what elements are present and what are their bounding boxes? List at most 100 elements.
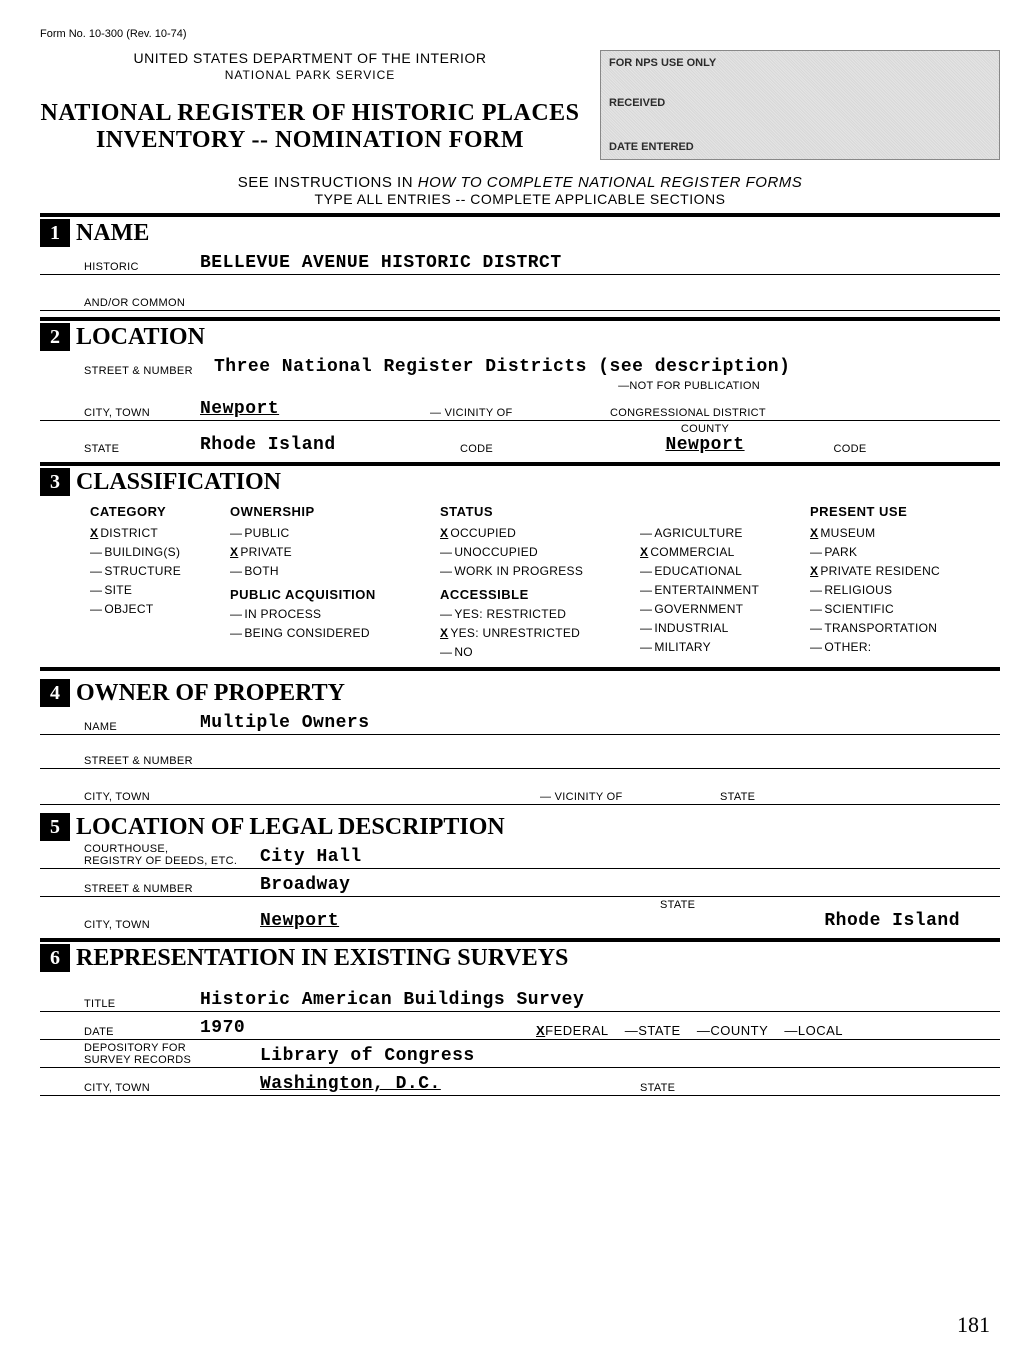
survey-options: XFEDERAL STATE COUNTY LOCAL bbox=[530, 1023, 849, 1038]
instr-2: TYPE ALL ENTRIES -- COMPLETE APPLICABLE … bbox=[40, 191, 1000, 207]
depository-label: DEPOSITORY FORSURVEY RECORDS bbox=[40, 1042, 260, 1066]
opt-state: STATE bbox=[625, 1023, 681, 1038]
owner-name-value: Multiple Owners bbox=[200, 713, 370, 733]
instr-1b: HOW TO COMPLETE NATIONAL REGISTER FORMS bbox=[418, 174, 803, 191]
presentuse-header: PRESENT USE bbox=[810, 504, 980, 519]
status-occupied: OCCUPIED bbox=[440, 526, 630, 540]
owner-city-label: CITY, TOWN bbox=[40, 791, 200, 803]
state-value: Rhode Island bbox=[200, 435, 460, 455]
common-label: AND/OR COMMON bbox=[40, 297, 200, 309]
legal-state-value: Rhode Island bbox=[660, 911, 1000, 931]
code2-label: CODE bbox=[800, 443, 900, 455]
category-object: OBJECT bbox=[90, 602, 220, 616]
owner-vicinity: — VICINITY OF bbox=[540, 791, 720, 803]
section-4-num: 4 bbox=[40, 679, 70, 707]
legal-state-label: STATE bbox=[660, 899, 1000, 911]
survey-title-value: Historic American Buildings Survey bbox=[200, 990, 584, 1010]
classification-grid: CATEGORY DISTRICT BUILDING(S) STRUCTURE … bbox=[40, 496, 1000, 671]
section-2-num: 2 bbox=[40, 323, 70, 351]
survey-title-label: TITLE bbox=[40, 998, 200, 1010]
status-header: STATUS bbox=[440, 504, 630, 519]
city-label: CITY, TOWN bbox=[40, 407, 200, 419]
instructions: SEE INSTRUCTIONS IN HOW TO COMPLETE NATI… bbox=[40, 174, 1000, 207]
section-2-title: LOCATION bbox=[76, 324, 205, 351]
status-unoccupied: UNOCCUPIED bbox=[440, 545, 630, 559]
nps-use-only-label: FOR NPS USE ONLY bbox=[609, 57, 716, 69]
access-restricted: YES: RESTRICTED bbox=[440, 607, 630, 621]
legal-city-label: CITY, TOWN bbox=[40, 919, 260, 931]
pubacq-considered: BEING CONSIDERED bbox=[230, 626, 430, 640]
use-other: OTHER: bbox=[810, 640, 980, 654]
access-unrestricted: YES: UNRESTRICTED bbox=[440, 626, 630, 640]
date-entered-label: DATE ENTERED bbox=[609, 141, 694, 153]
section-5-num: 5 bbox=[40, 813, 70, 841]
county-value: Newport bbox=[610, 435, 800, 455]
page-number: 181 bbox=[957, 1312, 990, 1338]
survey-date-label: DATE bbox=[40, 1026, 200, 1038]
street-value: Three National Register Districts (see d… bbox=[214, 357, 790, 377]
section-4-header: 4 OWNER OF PROPERTY bbox=[40, 677, 1000, 707]
not-for-publication: —NOT FOR PUBLICATION bbox=[618, 380, 760, 392]
nps-use-box: FOR NPS USE ONLY RECEIVED DATE ENTERED bbox=[600, 50, 1000, 160]
category-district: DISTRICT bbox=[90, 526, 220, 540]
department-line: UNITED STATES DEPARTMENT OF THE INTERIOR bbox=[40, 50, 580, 66]
section-6-title: REPRESENTATION IN EXISTING SURVEYS bbox=[76, 945, 568, 972]
status-wip: WORK IN PROGRESS bbox=[440, 564, 630, 578]
header-left: UNITED STATES DEPARTMENT OF THE INTERIOR… bbox=[40, 50, 580, 154]
city-value: Newport bbox=[200, 399, 430, 419]
section-6-header: 6 REPRESENTATION IN EXISTING SURVEYS bbox=[40, 938, 1000, 972]
use-scientific: SCIENTIFIC bbox=[810, 602, 980, 616]
opt-county: COUNTY bbox=[697, 1023, 768, 1038]
legal-city-value: Newport bbox=[260, 911, 660, 931]
form-number: Form No. 10-300 (Rev. 10-74) bbox=[40, 28, 1000, 40]
nps-line: NATIONAL PARK SERVICE bbox=[40, 68, 580, 82]
owner-state-label: STATE bbox=[720, 791, 755, 803]
survey-date-value: 1970 bbox=[200, 1018, 530, 1038]
main-title-1: NATIONAL REGISTER OF HISTORIC PLACES bbox=[40, 100, 580, 127]
section-1-title: NAME bbox=[76, 220, 149, 247]
use-government: GOVERNMENT bbox=[640, 602, 800, 616]
courthouse-label: COURTHOUSE,REGISTRY OF DEEDS, ETC. bbox=[40, 843, 260, 867]
use-educational: EDUCATIONAL bbox=[640, 564, 800, 578]
owner-name-label: NAME bbox=[40, 721, 200, 733]
owner-street-label: STREET & NUMBER bbox=[40, 755, 200, 767]
category-buildings: BUILDING(S) bbox=[90, 545, 220, 559]
pubacq-header: PUBLIC ACQUISITION bbox=[230, 587, 430, 602]
category-structure: STRUCTURE bbox=[90, 564, 220, 578]
section-5-title: LOCATION OF LEGAL DESCRIPTION bbox=[76, 814, 505, 841]
street-label: STREET & NUMBER bbox=[84, 365, 214, 377]
survey-state-label: STATE bbox=[640, 1082, 675, 1094]
use-entertainment: ENTERTAINMENT bbox=[640, 583, 800, 597]
legal-street-value: Broadway bbox=[260, 875, 350, 895]
ownership-private: PRIVATE bbox=[230, 545, 430, 559]
use-commercial: COMMERCIAL bbox=[640, 545, 800, 559]
code-label: CODE bbox=[460, 443, 610, 455]
section-4-title: OWNER OF PROPERTY bbox=[76, 680, 345, 707]
legal-street-label: STREET & NUMBER bbox=[40, 883, 260, 895]
section-3-title: CLASSIFICATION bbox=[76, 469, 281, 496]
historic-label: HISTORIC bbox=[40, 261, 200, 273]
section-1-header: 1 NAME bbox=[40, 213, 1000, 247]
ownership-public: PUBLIC bbox=[230, 526, 430, 540]
county-label: COUNTY bbox=[610, 423, 800, 435]
section-1-num: 1 bbox=[40, 219, 70, 247]
use-private-residence: PRIVATE RESIDENC bbox=[810, 564, 980, 578]
main-title-2: INVENTORY -- NOMINATION FORM bbox=[40, 127, 580, 154]
received-label: RECEIVED bbox=[609, 97, 665, 109]
access-no: NO bbox=[440, 645, 630, 659]
use-religious: RELIGIOUS bbox=[810, 583, 980, 597]
header-row: UNITED STATES DEPARTMENT OF THE INTERIOR… bbox=[40, 50, 1000, 160]
state-label: STATE bbox=[40, 443, 200, 455]
use-museum: MUSEUM bbox=[810, 526, 980, 540]
use-agriculture: AGRICULTURE bbox=[640, 526, 800, 540]
category-header: CATEGORY bbox=[90, 504, 220, 519]
vicinity-label: — VICINITY OF bbox=[430, 407, 610, 419]
section-3-num: 3 bbox=[40, 468, 70, 496]
use-park: PARK bbox=[810, 545, 980, 559]
instr-1a: SEE INSTRUCTIONS IN bbox=[238, 174, 418, 191]
accessible-header: ACCESSIBLE bbox=[440, 587, 630, 602]
survey-city-label: CITY, TOWN bbox=[40, 1082, 260, 1094]
ownership-header: OWNERSHIP bbox=[230, 504, 430, 519]
ownership-both: BOTH bbox=[230, 564, 430, 578]
survey-city-value: Washington, D.C. bbox=[260, 1074, 640, 1094]
